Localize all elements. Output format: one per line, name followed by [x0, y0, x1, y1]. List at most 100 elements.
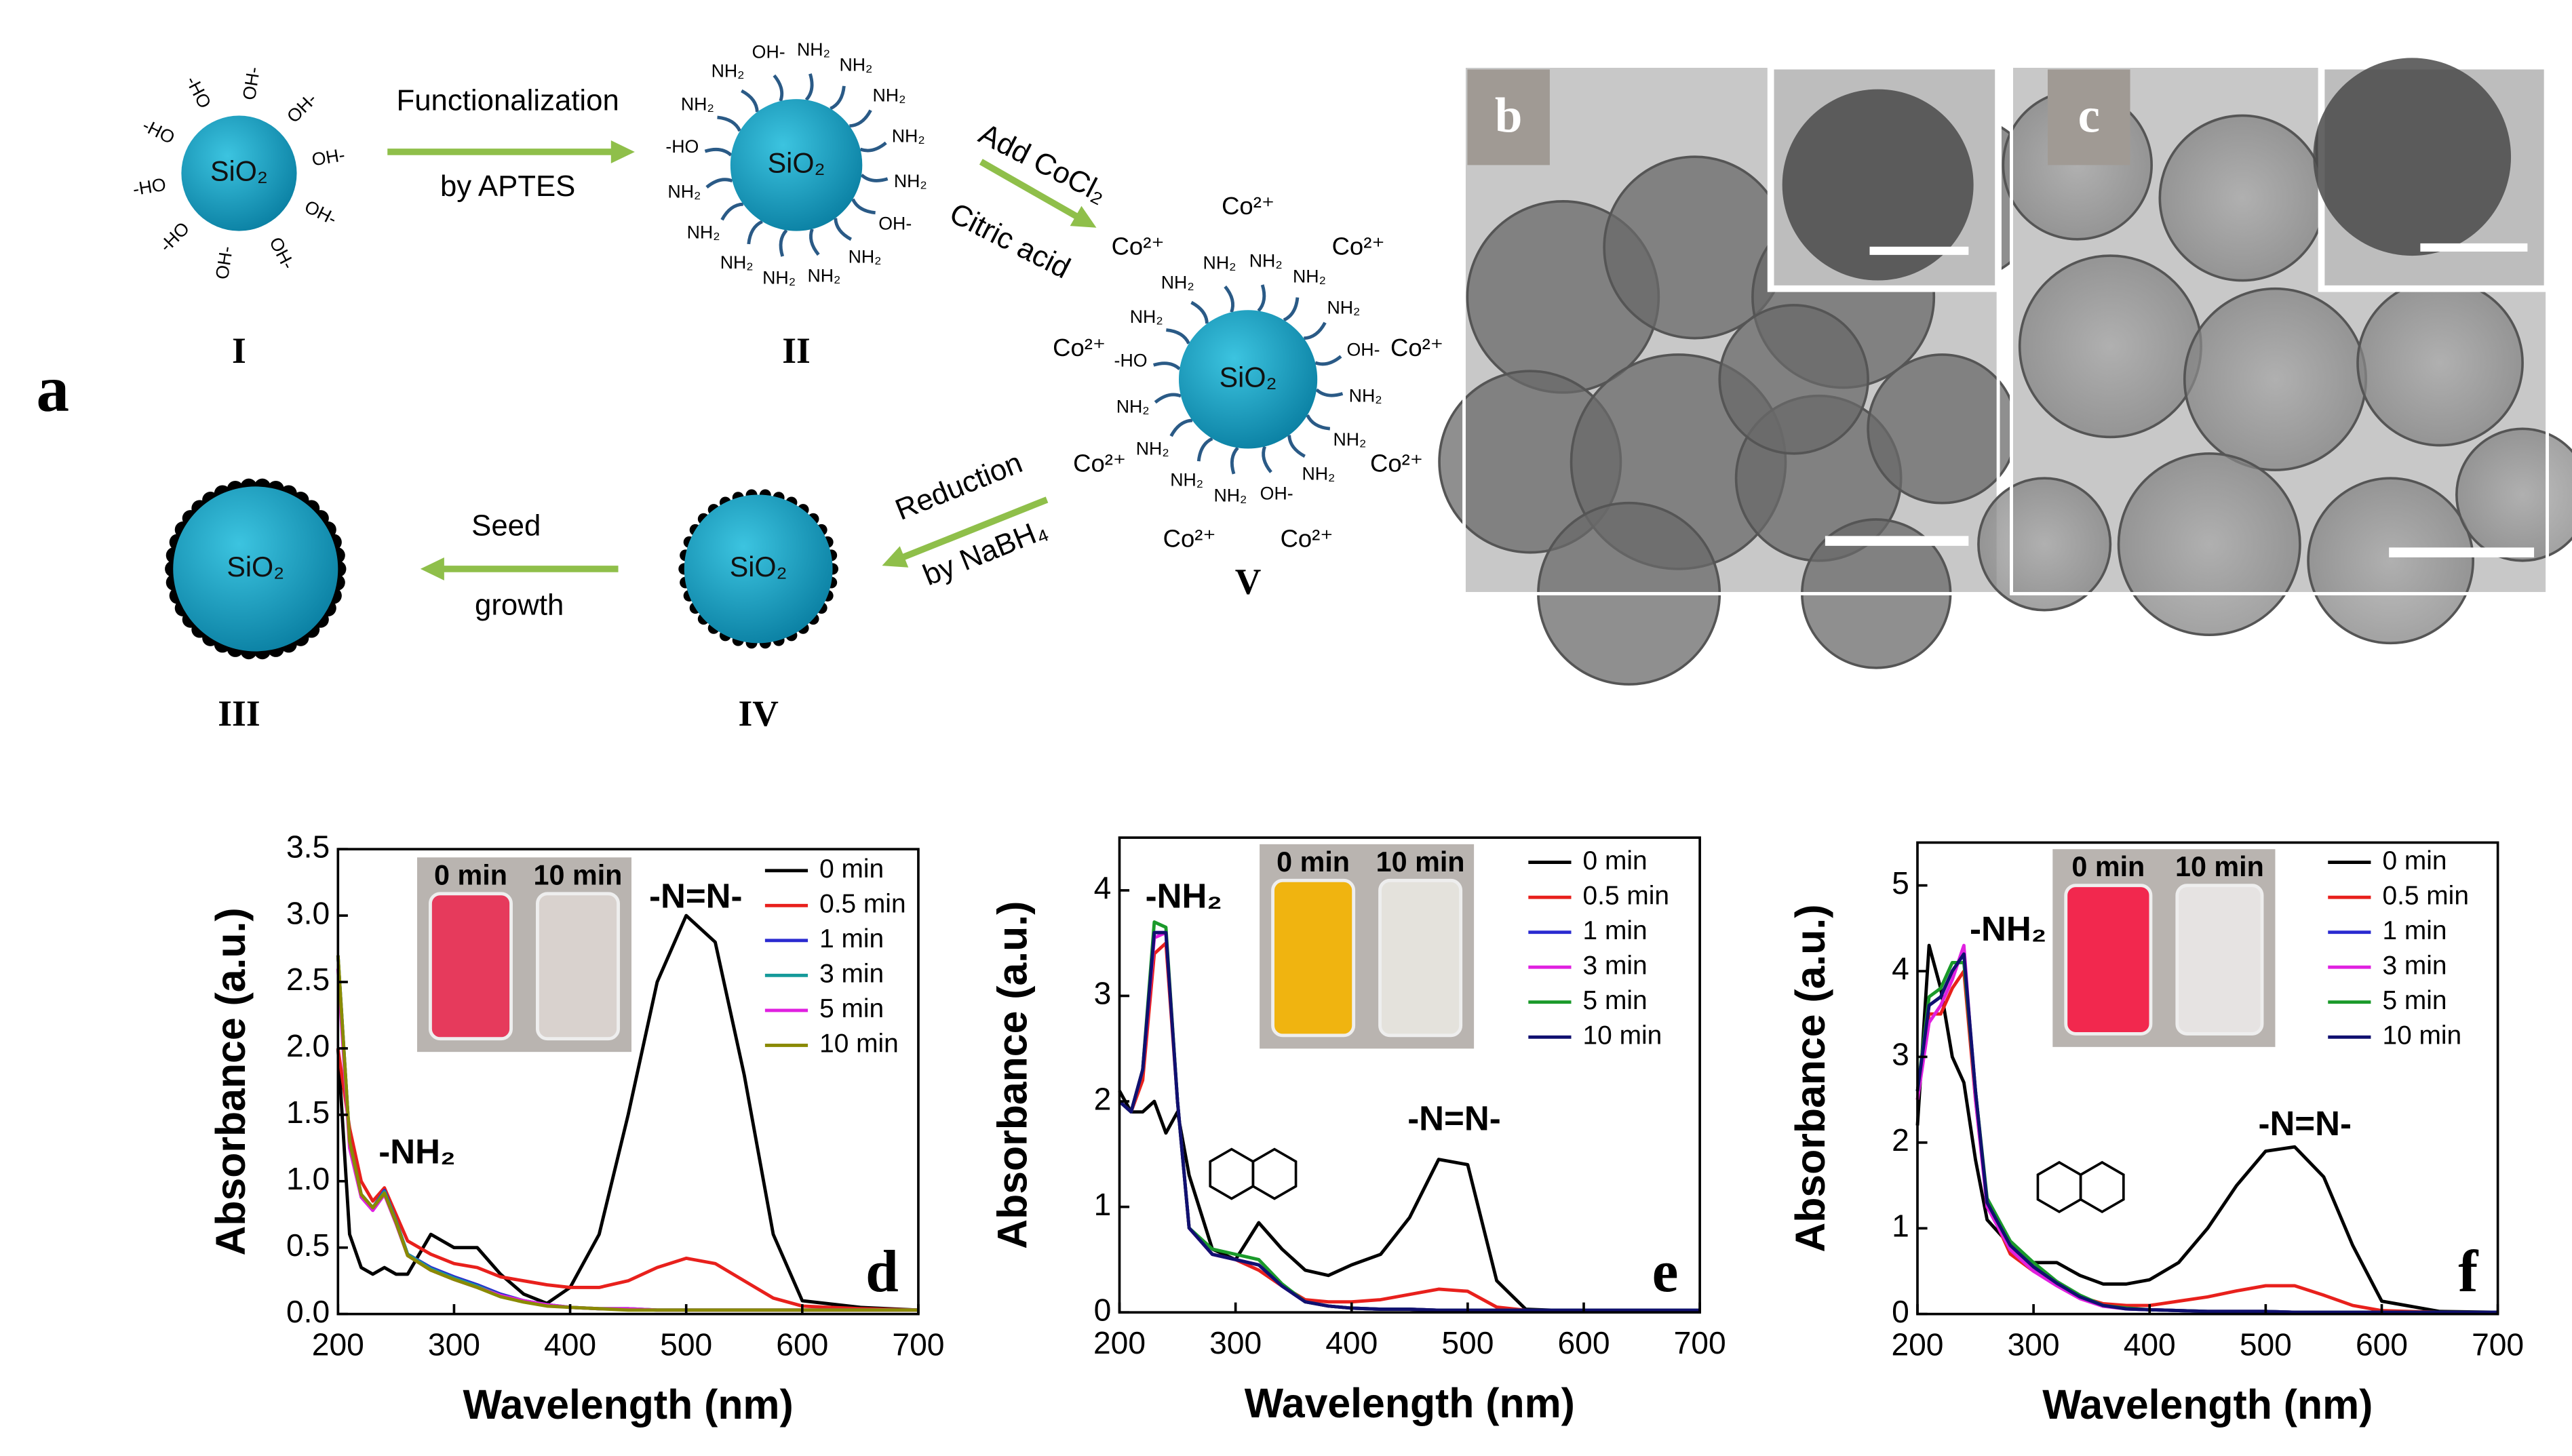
- numeral: V: [1235, 562, 1262, 602]
- numeral: IV: [738, 693, 779, 734]
- ligand: [851, 198, 876, 215]
- ligand: [705, 178, 733, 189]
- functional-group: NH₂: [1116, 397, 1150, 417]
- y-tick-label: 2: [1892, 1122, 1909, 1158]
- x-tick-label: 200: [1891, 1326, 1943, 1362]
- x-tick-label: 700: [1674, 1325, 1726, 1360]
- inset-label: 10 min: [2175, 851, 2264, 882]
- functional-group: -HO: [1114, 350, 1148, 370]
- peak-annotation: -NH₂: [1146, 877, 1222, 916]
- functional-group: OH-: [878, 213, 912, 233]
- ligand: [1154, 393, 1182, 404]
- functional-group: OH-: [752, 41, 785, 62]
- x-tick-label: 700: [2472, 1326, 2524, 1362]
- particle-image: [2356, 279, 2524, 447]
- functional-group: NH₂: [1203, 253, 1236, 273]
- y-axis-title: Absorbance (a.u.): [208, 907, 254, 1255]
- functional-group: NH₂: [762, 268, 796, 288]
- functional-group: NH₂: [687, 222, 720, 242]
- functional-group: -HO: [665, 136, 699, 157]
- silica-core: [181, 115, 297, 231]
- ligand: [747, 220, 763, 245]
- ligand: [704, 147, 733, 157]
- ligand: [1283, 297, 1300, 322]
- functional-group: NH₂: [1327, 298, 1360, 318]
- panel-letter: d: [865, 1238, 899, 1304]
- functional-group: NH₂: [1249, 250, 1283, 271]
- functional-group: NH₂: [1293, 267, 1326, 287]
- y-axis-title: Absorbance (a.u.): [989, 901, 1035, 1249]
- functional-group: OH-: [239, 66, 264, 102]
- inset-particle: [2313, 58, 2512, 256]
- legend-label: 10 min: [819, 1029, 899, 1059]
- y-tick-label: 3: [1892, 1037, 1909, 1072]
- legend-label: 1 min: [819, 924, 884, 953]
- legend-label: 5 min: [2382, 986, 2447, 1015]
- spectrum-line: [1118, 930, 1700, 1312]
- ligand: [1315, 388, 1344, 397]
- x-tick-label: 600: [2356, 1326, 2408, 1362]
- ligand: [1169, 418, 1193, 437]
- inset-label: 10 min: [534, 859, 623, 890]
- spectrum-line: [336, 1048, 918, 1312]
- particle-image: [1867, 353, 2018, 505]
- ligand: [1314, 355, 1342, 366]
- legend-label: 5 min: [1583, 986, 1648, 1015]
- y-tick-label: 1: [1094, 1187, 1112, 1222]
- particle-image: [1977, 477, 2112, 612]
- legend-label: 1 min: [1583, 916, 1648, 945]
- arrow-label: by APTES: [440, 170, 575, 203]
- arrow-head: [1070, 205, 1097, 228]
- x-tick-label: 400: [1325, 1325, 1378, 1360]
- letter-box: [2048, 69, 2130, 165]
- panel-letter: f: [2458, 1238, 2478, 1304]
- silica-core: [173, 486, 338, 652]
- legend-label: 1 min: [2382, 916, 2447, 945]
- ligand: [1196, 437, 1213, 462]
- y-tick-label: 5: [1892, 865, 1909, 901]
- legend-label: 0 min: [1583, 846, 1648, 875]
- functional-group: NH₂: [720, 252, 754, 273]
- ligand: [741, 89, 759, 113]
- y-tick-label: 0: [1892, 1294, 1909, 1329]
- spectrum-line: [336, 913, 919, 1312]
- ligand: [859, 141, 887, 153]
- functional-group: NH₂: [1161, 273, 1194, 293]
- y-axis-title: Absorbance (a.u.): [1787, 904, 1833, 1252]
- spectrum-line: [1915, 969, 2498, 1314]
- x-tick-label: 500: [660, 1326, 712, 1362]
- legend-label: 0.5 min: [1583, 881, 1669, 910]
- particle-image: [1718, 304, 1869, 455]
- ion: Co²⁺: [1163, 525, 1216, 553]
- legend-label: 0.5 min: [819, 890, 905, 919]
- legend-label: 10 min: [2382, 1021, 2461, 1050]
- y-tick-label: 3.5: [286, 829, 330, 864]
- ligand: [834, 218, 853, 241]
- x-tick-label: 300: [2008, 1326, 2060, 1362]
- ligand: [779, 229, 788, 257]
- arrow-label: Functionalization: [397, 84, 619, 117]
- x-tick-label: 600: [776, 1326, 828, 1362]
- functional-group: NH₂: [1136, 438, 1169, 458]
- vial: [535, 892, 620, 1041]
- spectrum-line: [336, 955, 918, 1312]
- core-label: SiO₂: [768, 147, 825, 178]
- functional-group: NH₂: [667, 181, 701, 201]
- legend-label: 0.5 min: [2382, 881, 2468, 910]
- peak-annotation: -NH₂: [378, 1132, 455, 1170]
- legend-label: 10 min: [1583, 1021, 1662, 1050]
- ligand: [830, 85, 846, 111]
- ion: Co²⁺: [1053, 334, 1106, 361]
- functional-group: NH₂: [894, 171, 927, 191]
- particle-image: [2455, 427, 2572, 562]
- functional-group: NH₂: [1130, 307, 1163, 327]
- spectrum-line: [1915, 943, 2498, 1314]
- silica-core: [730, 99, 863, 231]
- inset-label: 0 min: [2071, 851, 2145, 882]
- arrow-head: [882, 546, 909, 568]
- legend-label: 3 min: [1583, 951, 1648, 980]
- x-tick-label: 300: [1209, 1325, 1262, 1360]
- peak-annotation: -NH₂: [1970, 909, 2046, 948]
- ligand: [1230, 446, 1239, 475]
- x-tick-label: 400: [544, 1326, 596, 1362]
